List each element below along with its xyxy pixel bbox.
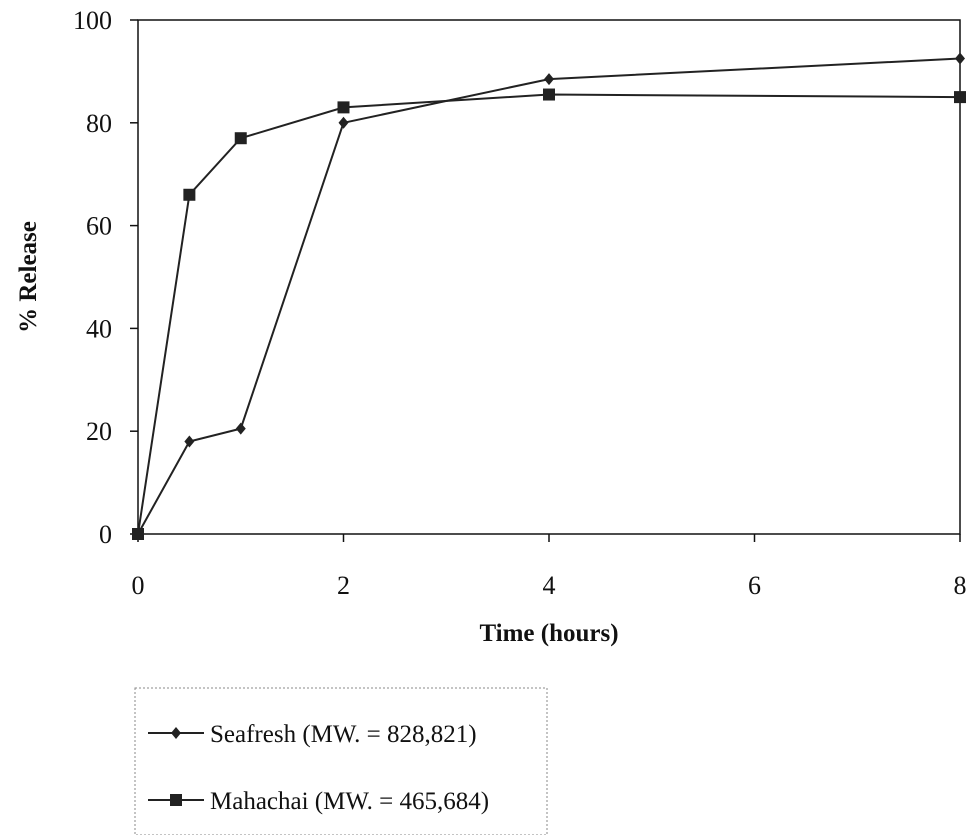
x-tick-label: 8 (954, 571, 967, 600)
y-tick-label: 80 (86, 109, 112, 138)
series-layer (132, 52, 966, 540)
data-point-square (234, 132, 247, 145)
y-tick-label: 40 (86, 314, 112, 343)
x-axis: 0 2 4 6 8 (132, 534, 967, 600)
plot-area (137, 19, 961, 535)
y-tick-label: 60 (86, 212, 112, 241)
data-point-diamond (544, 73, 554, 86)
legend-label: Mahachai (MW. = 465,684) (210, 788, 489, 815)
data-point-square (543, 88, 555, 101)
x-axis-title: Time (hours) (479, 620, 618, 647)
data-point-square (183, 188, 196, 201)
legend-marker (170, 794, 182, 806)
y-axis-title: % Release (15, 221, 42, 333)
legend-box (134, 687, 548, 835)
y-tick-label: 100 (73, 6, 112, 35)
x-tick-label: 6 (748, 571, 761, 600)
legend-items: Seafresh (MW. = 828,821) Mahachai (MW. = … (148, 721, 489, 815)
legend-marker (171, 727, 181, 739)
series-line (137, 57, 961, 535)
data-point-diamond (235, 422, 246, 435)
data-point-diamond (955, 52, 965, 65)
series-2 (132, 88, 966, 540)
x-tick-label: 0 (132, 571, 145, 600)
data-point-diamond (184, 435, 195, 448)
y-tick-label: 20 (86, 417, 112, 446)
data-point-square (954, 91, 966, 104)
legend-item: Seafresh (MW. = 828,821) (148, 721, 477, 748)
y-tick-label: 0 (99, 520, 112, 549)
data-point-square (132, 528, 144, 540)
legend-item: Mahachai (MW. = 465,684) (148, 788, 489, 815)
data-point-diamond (338, 116, 349, 129)
series-line (137, 93, 961, 535)
x-tick-label: 2 (337, 571, 350, 600)
legend-label: Seafresh (MW. = 828,821) (210, 721, 477, 748)
data-point-square (337, 101, 350, 114)
legend: Seafresh (MW. = 828,821) Mahachai (MW. = … (134, 687, 548, 835)
x-tick-label: 4 (543, 571, 556, 600)
y-axis: 0 20 40 60 80 100 (73, 6, 138, 549)
